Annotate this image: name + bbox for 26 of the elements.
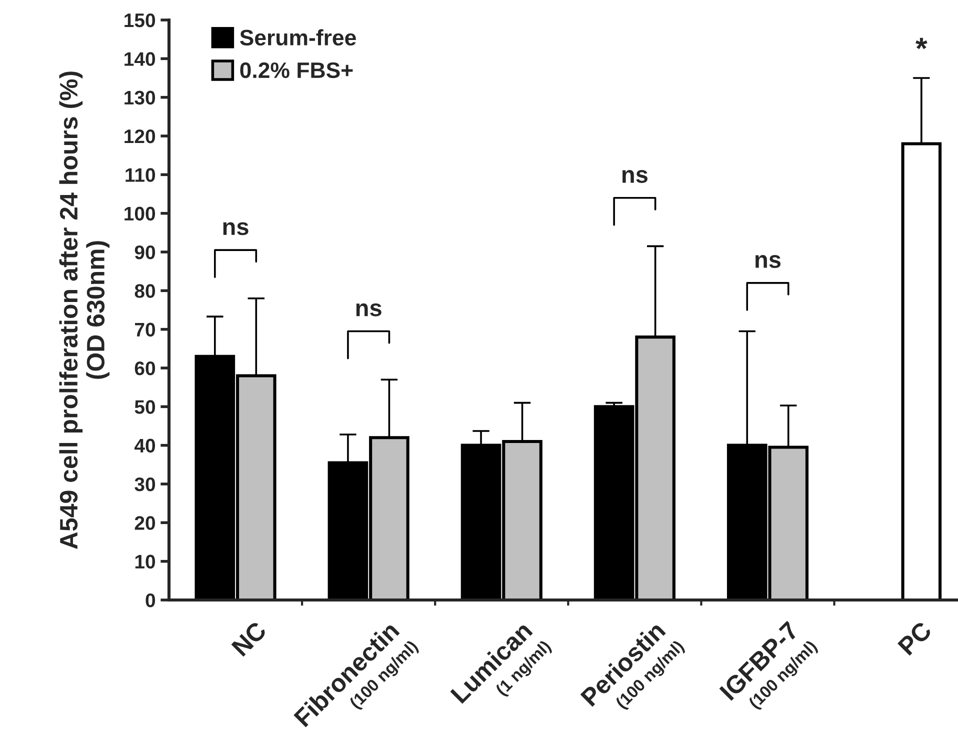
y-tick-label: 20 xyxy=(134,516,156,530)
annotation: ns xyxy=(356,303,382,316)
x-tick-label: NC xyxy=(231,620,268,657)
y-axis-title: A549 cell proliferation after 24 hours (%) (OD 630nm) xyxy=(59,72,110,550)
y-tick-label: 70 xyxy=(135,322,156,337)
y-tick-label: 90 xyxy=(134,245,156,260)
y-tick-label: 30 xyxy=(134,477,156,492)
y-tick-label: 110 xyxy=(126,168,156,182)
y-tick-label: 150 xyxy=(124,13,156,28)
y-tick-label: 130 xyxy=(124,90,156,105)
annotation: ns xyxy=(223,222,248,236)
y-tick-label: 80 xyxy=(134,284,156,298)
annotation: ns xyxy=(756,255,781,268)
legend-label: 0.2% FBS+ xyxy=(240,62,353,78)
x-tick-label: PC xyxy=(897,620,933,656)
annotation: * xyxy=(916,38,928,50)
y-tick-label: 50 xyxy=(134,400,156,414)
y-tick-label: 120 xyxy=(124,129,156,144)
annotation: ns xyxy=(622,170,648,183)
y-tick-label: 10 xyxy=(135,554,156,569)
y-tick-label: 140 xyxy=(124,52,156,66)
y-tick-label: 100 xyxy=(124,206,156,221)
legend-label: Serum-free xyxy=(240,29,356,46)
y-tick-label: 60 xyxy=(134,361,156,376)
y-tick-label: 40 xyxy=(134,438,156,453)
y-tick-label: 0 xyxy=(146,593,156,608)
